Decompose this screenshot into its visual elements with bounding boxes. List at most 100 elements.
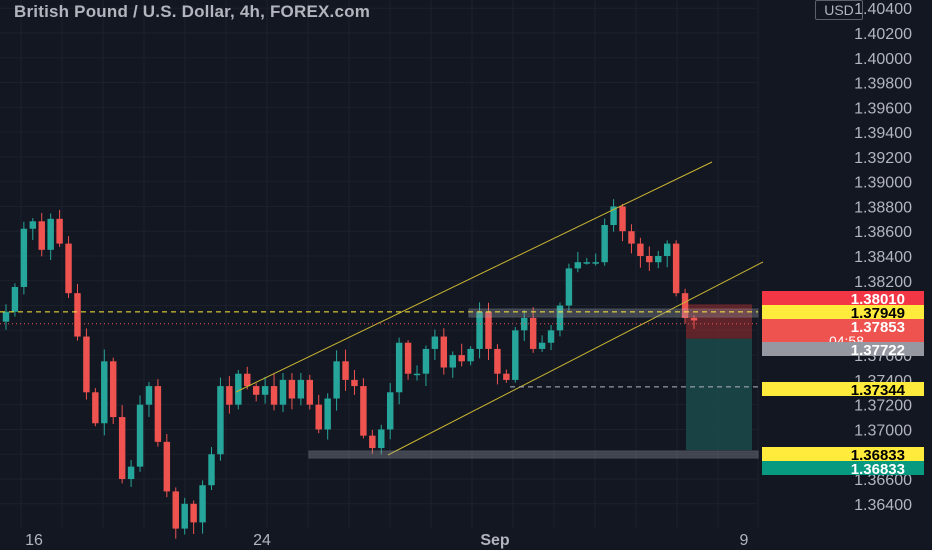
candle-body (601, 225, 608, 263)
channel-lower-line (387, 261, 764, 456)
candle-body (440, 336, 448, 368)
candle-body (628, 231, 635, 244)
y-tick-label: 1.38800 (854, 199, 912, 216)
price-label-text: 1.37949 (851, 305, 905, 322)
price-label-box (762, 305, 924, 319)
support-box (308, 450, 759, 459)
price-label-box (762, 461, 924, 475)
price-label-box (762, 382, 924, 396)
candle-body (592, 262, 599, 264)
y-tick-label: 1.40200 (854, 26, 912, 43)
candle-body (467, 348, 474, 362)
y-tick-label: 1.36400 (854, 497, 912, 514)
candle-body (360, 386, 367, 436)
candle-body (386, 392, 394, 430)
trend-drawings (0, 161, 764, 459)
price-labels: 1.380101.379491.3785304:581.377221.37344… (762, 291, 924, 478)
candle-body (574, 262, 582, 269)
candle-body (315, 404, 322, 430)
candle-body (252, 386, 260, 395)
candle-body (494, 348, 501, 374)
candle-body (324, 398, 331, 430)
candle-body (101, 361, 108, 424)
candle-body (422, 348, 430, 374)
y-tick-label: 1.39600 (854, 100, 912, 117)
candle-body (431, 336, 439, 349)
candle-body (583, 262, 590, 264)
candle-body (369, 435, 376, 449)
x-tick-label: 16 (25, 532, 43, 549)
candle-body (413, 373, 421, 376)
candle-body (663, 243, 671, 256)
candle-body (449, 355, 456, 368)
candle-body (270, 386, 278, 405)
candle-body (681, 293, 689, 318)
candle-body (226, 386, 233, 405)
y-tick-label: 1.38200 (854, 274, 912, 291)
candlestick-series (2, 199, 698, 539)
y-tick-label: 1.39400 (854, 125, 912, 142)
candle-body (154, 386, 162, 442)
currency-button[interactable]: USD (815, 0, 863, 20)
candle-body (395, 342, 403, 393)
candle-body (512, 330, 519, 380)
candle-body (610, 206, 617, 226)
candle-body (261, 386, 269, 395)
candle-body (637, 243, 644, 256)
candle-body (65, 243, 72, 294)
candle-body (619, 206, 626, 232)
price-label-text: 1.36833 (851, 447, 905, 464)
price-label-box (762, 447, 924, 461)
y-axis-ticks: 1.40400 1.40200 1.40000 1.39800 1.39600 1.394… (854, 1, 912, 514)
y-tick-label: 1.36600 (854, 472, 912, 489)
candle-body (163, 441, 171, 492)
candle-body (208, 454, 215, 486)
y-tick-label: 1.38600 (854, 224, 912, 241)
candle-body (565, 268, 573, 306)
candle-body (136, 404, 144, 467)
candle-body (181, 503, 188, 529)
candle-body (476, 311, 483, 349)
x-tick-label: 9 (740, 532, 749, 549)
x-tick-label: 24 (253, 532, 271, 549)
candle-body (404, 342, 412, 374)
candle-body (378, 429, 385, 449)
y-tick-label: 1.37200 (854, 398, 912, 415)
take-profit-zone (686, 338, 752, 451)
candle-body (333, 361, 340, 399)
candle-body (288, 379, 296, 399)
candle-body (458, 355, 465, 362)
candle-body (20, 228, 28, 287)
x-tick-label: Sep (480, 532, 510, 549)
candle-body (235, 373, 242, 405)
candle-body (485, 311, 492, 349)
candle-body (47, 218, 54, 250)
candle-body (56, 218, 63, 244)
candle-body (127, 466, 135, 480)
candle-body (199, 485, 206, 523)
y-tick-label: 1.38400 (854, 249, 912, 266)
chart-title: British Pound / U.S. Dollar, 4h, FOREX.c… (14, 2, 371, 21)
candle-body (279, 379, 287, 405)
candle-body (11, 286, 19, 312)
candle-body (217, 386, 224, 455)
candle-body (244, 373, 251, 387)
candle-body (547, 330, 555, 343)
candle-body (538, 342, 546, 349)
candle-body (690, 317, 698, 321)
candle-body (646, 256, 653, 263)
candle-body (38, 221, 45, 250)
candle-body (306, 379, 314, 405)
price-label-box (762, 342, 924, 356)
candle-body (655, 256, 662, 263)
y-tick-label: 1.37000 (854, 422, 912, 439)
y-tick-label: 1.39000 (854, 175, 912, 192)
grid-lines (20, 0, 759, 528)
y-tick-label: 1.39800 (854, 76, 912, 93)
candle-body (2, 311, 10, 322)
price-label-text: 1.37853 (851, 319, 905, 336)
price-label-text: 1.36833 (851, 461, 905, 478)
resistance-box (468, 308, 759, 318)
candle-body (351, 379, 358, 387)
